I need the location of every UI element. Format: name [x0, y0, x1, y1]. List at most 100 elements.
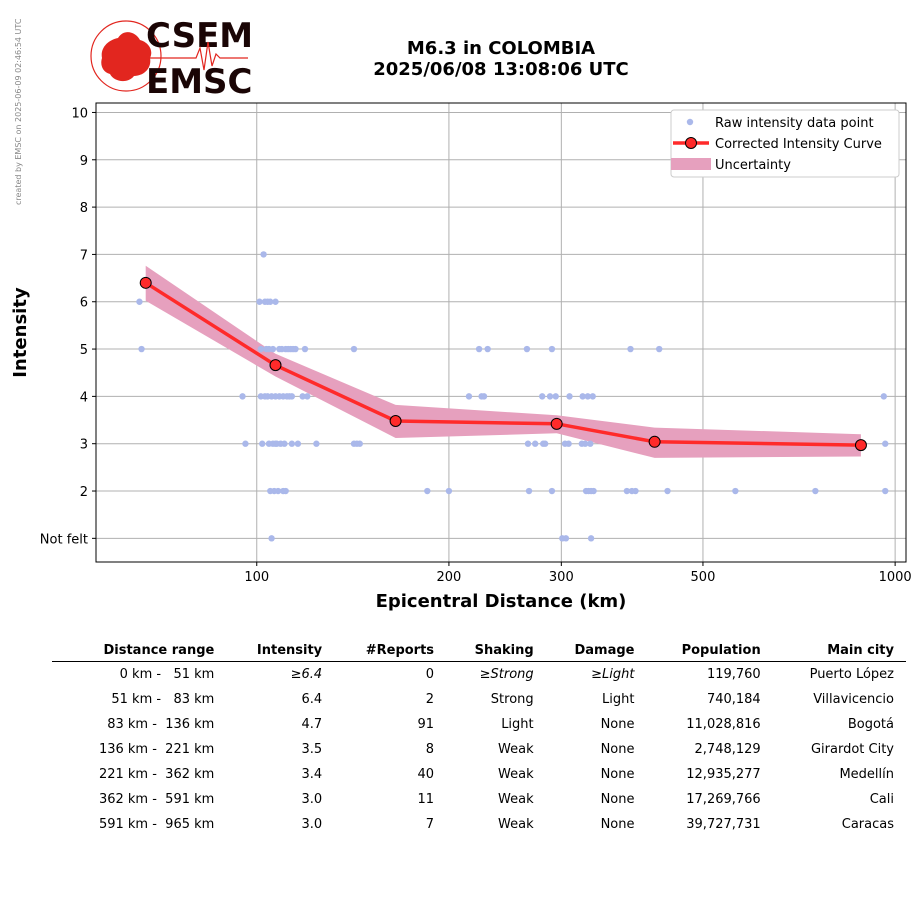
cell-damage: None: [600, 742, 635, 757]
table-row: 591 km - 965 km 3.0 7 Weak None 39,727,731 Car…: [52, 812, 906, 837]
raw-data-point: [541, 440, 549, 447]
legend-raw-label: Raw intensity data point: [715, 116, 874, 131]
cell-population: 12,935,277: [686, 767, 761, 782]
raw-data-point: [282, 487, 289, 495]
raw-data-point: [656, 345, 663, 353]
raw-data-point: [566, 393, 573, 400]
uncertainty-band-layer: [145, 265, 861, 458]
logo-globe-icon: [90, 20, 162, 92]
cell-city: Puerto López: [809, 667, 894, 682]
tick-labels: 100 200 300 500 1000 Not felt 2 3 4 5 6 7 8 9 10: [40, 106, 912, 585]
cell-shaking: Light: [501, 717, 534, 732]
cell-damage: Light: [602, 692, 635, 707]
curve-point: [550, 417, 563, 430]
table-row: 221 km - 362 km 3.4 40 Weak None 12,935,277 Me…: [52, 762, 906, 787]
legend-uncertainty-swatch: [671, 158, 711, 170]
cell-city: Villavicencio: [813, 692, 894, 707]
uncertainty-band: [145, 265, 861, 458]
raw-data-point: [484, 345, 491, 353]
logo-line2: EMSC: [146, 62, 253, 98]
raw-data-point: [138, 345, 145, 353]
raw-data-point: [587, 535, 595, 542]
cell-damage: None: [600, 767, 635, 782]
raw-data-point: [523, 345, 531, 353]
cell-range: 83 km - 136 km: [107, 717, 215, 732]
cell-damage: ≥Light: [591, 667, 635, 682]
cell-reports: 91: [417, 717, 435, 732]
cell-population: 2,748,129: [694, 742, 761, 757]
cell-damage: None: [600, 817, 635, 832]
raw-data-point: [356, 440, 363, 447]
raw-data-point: [301, 345, 309, 353]
raw-data-point: [424, 487, 431, 495]
raw-data-point: [732, 487, 739, 495]
x-tick-label: 300: [549, 570, 574, 585]
curve-point: [648, 435, 661, 448]
raw-data-point: [256, 298, 263, 305]
legend: Raw intensity data point Corrected Inten…: [670, 109, 900, 178]
cell-population: 39,727,731: [686, 817, 761, 832]
cell-intensity: 6.4: [301, 692, 323, 707]
cell-city: Cali: [869, 792, 894, 807]
summary-table: Distance range Intensity #Reports Shakin…: [52, 640, 906, 837]
cell-reports: 7: [425, 817, 435, 832]
y-tick-label: 10: [71, 106, 88, 121]
raw-data-point: [259, 440, 266, 447]
header-reports: #Reports: [334, 640, 447, 662]
raw-data-point: [882, 440, 889, 447]
emsc-logo: CSEM EMSC: [90, 18, 253, 98]
curve-point: [854, 439, 867, 452]
cell-reports: 0: [425, 667, 435, 682]
cell-reports: 8: [425, 742, 435, 757]
raw-data-point: [539, 393, 546, 400]
y-tick-label: 7: [80, 248, 88, 263]
y-tick-label: 5: [80, 343, 88, 358]
intensity-chart: 100 200 300 500 1000 Not felt 2 3 4 5 6 7 8 9 10 Epice…: [10, 102, 912, 612]
cell-damage: None: [600, 717, 635, 732]
raw-data-point: [812, 487, 819, 495]
y-tick-label: 9: [80, 154, 88, 169]
cell-population: 119,760: [706, 667, 761, 682]
cell-shaking: Strong: [490, 692, 534, 707]
cell-city: Caracas: [841, 817, 894, 832]
legend-raw-marker: [686, 118, 694, 126]
raw-data-point: [565, 440, 572, 447]
cell-range: 51 km - 83 km: [111, 692, 215, 707]
legend-uncertainty-label: Uncertainty: [715, 158, 791, 173]
raw-data-point: [525, 487, 533, 495]
legend-box: [670, 109, 900, 178]
raw-data-point: [632, 487, 639, 495]
raw-data-point: [268, 535, 275, 542]
cell-city: Medellín: [839, 767, 894, 782]
cell-range: 221 km - 362 km: [98, 767, 215, 782]
cell-reports: 40: [417, 767, 435, 782]
x-tick-label: 200: [437, 570, 462, 585]
raw-data-point: [548, 487, 556, 495]
raw-data-point: [294, 440, 302, 447]
y-tick-label: 4: [80, 390, 88, 405]
raw-data-point: [299, 393, 306, 400]
curve-point: [269, 359, 282, 372]
raw-data-point: [350, 345, 358, 353]
cell-intensity: 3.5: [301, 742, 323, 757]
plot-frame: [95, 102, 907, 563]
header-shaking: Shaking: [446, 640, 546, 662]
chart-title: M6.3 in COLOMBIA 2025/06/08 13:08:06 UTC: [300, 38, 702, 80]
raw-data-point: [274, 487, 282, 495]
cell-damage: None: [600, 792, 635, 807]
x-axis-label: Epicentral Distance (km): [376, 591, 627, 612]
table-row: 51 km - 83 km 6.4 2 Strong Light 740,184 Villa…: [52, 687, 906, 712]
x-tick-label: 500: [691, 570, 716, 585]
raw-data-point: [445, 487, 453, 495]
header-population: Population: [646, 640, 773, 662]
cell-reports: 2: [425, 692, 435, 707]
cell-reports: 11: [417, 792, 435, 807]
cell-shaking: Weak: [498, 767, 534, 782]
raw-data-point: [524, 440, 532, 447]
y-tick-label: 8: [80, 201, 88, 216]
cell-city: Girardot City: [810, 742, 894, 757]
cell-range: 136 km - 221 km: [98, 742, 215, 757]
raw-data-point: [552, 393, 559, 400]
cell-range: 0 km - 51 km: [119, 667, 215, 682]
raw-data-point: [548, 345, 556, 353]
